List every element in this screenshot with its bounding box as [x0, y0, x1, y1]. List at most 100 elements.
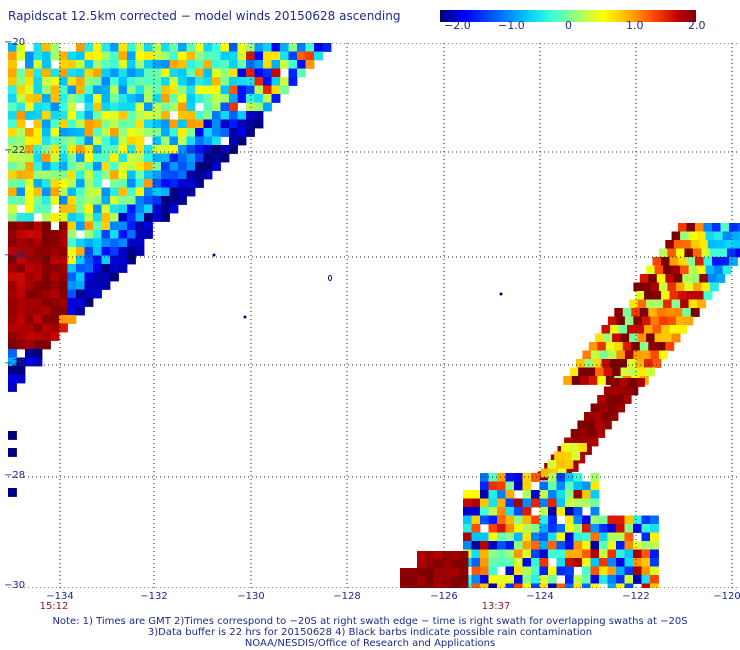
wind-cell	[692, 282, 702, 292]
wind-cell	[16, 136, 26, 146]
wind-cell	[417, 551, 426, 560]
wind-cell	[16, 323, 26, 333]
wind-cell	[716, 240, 726, 249]
wind-cell	[152, 111, 162, 120]
wind-cell	[93, 68, 102, 78]
wind-cell	[522, 524, 532, 533]
wind-cell	[712, 223, 721, 232]
wind-cell	[684, 248, 694, 258]
wind-cell	[25, 145, 34, 154]
wind-cell	[59, 255, 68, 265]
wind-cell	[514, 515, 523, 525]
wind-cell	[42, 128, 51, 137]
wind-cell	[203, 94, 213, 103]
wind-cell	[714, 265, 723, 275]
wind-cell	[84, 94, 94, 103]
wind-cell	[16, 289, 26, 299]
wind-cell	[633, 350, 643, 360]
wind-cell	[76, 306, 85, 316]
wind-cell	[637, 299, 647, 309]
wind-cell	[8, 136, 17, 146]
wind-cell	[531, 558, 540, 567]
wind-cell	[144, 153, 153, 163]
wind-cell	[678, 223, 687, 232]
wind-cell	[599, 575, 608, 584]
wind-cell	[680, 265, 689, 275]
wind-cell	[220, 102, 230, 112]
wind-cell	[50, 94, 60, 103]
wind-cell	[50, 323, 60, 333]
wind-cell	[246, 43, 255, 52]
wind-cell	[612, 367, 621, 377]
wind-cell	[110, 213, 119, 222]
wind-cell	[33, 102, 43, 112]
wind-cell	[59, 102, 68, 112]
wind-cell	[25, 247, 34, 256]
wind-cell	[195, 145, 204, 154]
wind-cell	[67, 170, 77, 180]
wind-cell	[280, 43, 289, 52]
wind-cell	[646, 299, 655, 309]
wind-cell	[505, 473, 515, 482]
wind-cell	[16, 357, 26, 367]
wind-cell	[25, 349, 34, 358]
wind-cell	[582, 350, 592, 360]
wind-cell	[561, 443, 570, 452]
wind-cell	[573, 473, 583, 482]
wind-cell	[127, 68, 136, 78]
wind-cell	[497, 549, 506, 559]
wind-cell	[539, 583, 549, 588]
wind-cell	[8, 340, 17, 350]
wind-cell	[161, 85, 170, 95]
wind-cell	[644, 291, 653, 300]
wind-cell	[33, 272, 43, 282]
wind-cell	[50, 77, 60, 86]
wind-cell	[33, 170, 43, 180]
wind-cell	[101, 204, 111, 214]
wind-cell	[650, 558, 659, 567]
wind-cell	[144, 187, 153, 197]
wind-cell	[25, 323, 34, 333]
wind-cell	[118, 187, 128, 197]
lon-label: −124	[526, 591, 554, 602]
island-marker	[499, 292, 503, 296]
wind-cell	[161, 170, 170, 180]
wind-cell	[152, 187, 162, 197]
wind-cell	[514, 532, 523, 542]
wind-cell	[135, 51, 145, 61]
wind-cell	[50, 213, 60, 222]
wind-cell	[33, 332, 43, 341]
wind-cell	[76, 68, 85, 78]
wind-cell	[110, 77, 119, 86]
wind-cell	[522, 532, 532, 542]
wind-cell	[195, 179, 204, 188]
wind-cell	[729, 257, 738, 266]
wind-cell	[203, 153, 213, 163]
wind-cell	[59, 281, 68, 290]
wind-cell	[8, 119, 17, 129]
wind-cell	[729, 223, 738, 232]
wind-cell	[610, 378, 620, 387]
wind-cell	[42, 68, 51, 78]
wind-cell	[593, 359, 602, 368]
wind-cell	[8, 323, 17, 333]
wind-cell	[579, 429, 589, 438]
wind-cell	[59, 306, 68, 316]
wind-cell	[8, 230, 17, 239]
wind-cell	[735, 248, 740, 258]
wind-cell	[101, 77, 111, 86]
wind-cell	[539, 575, 549, 584]
wind-cell	[596, 429, 606, 438]
wind-cell	[237, 111, 247, 120]
wind-cell	[451, 576, 460, 586]
wind-cell	[59, 289, 68, 299]
wind-cell	[573, 549, 583, 559]
wind-cell	[699, 240, 709, 249]
wind-cell	[84, 272, 94, 282]
wind-cell	[25, 162, 34, 171]
wind-cell	[616, 403, 625, 413]
wind-cell	[695, 257, 704, 266]
wind-cell	[417, 576, 426, 586]
wind-cell	[118, 60, 128, 69]
wind-cell	[584, 359, 594, 368]
